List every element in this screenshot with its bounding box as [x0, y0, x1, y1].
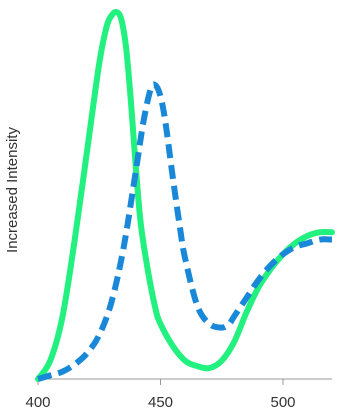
- y-axis-label: Increased Intensity: [4, 127, 21, 253]
- x-axis-ticks: 400 450 500: [25, 379, 296, 411]
- x-tick-label: 400: [25, 394, 50, 411]
- x-tick-label: 500: [270, 394, 295, 411]
- dashed-series-line: [37, 81, 333, 382]
- series-layer: [35, 8, 335, 382]
- x-tick-label: 450: [148, 394, 173, 411]
- solid-series-line: [35, 8, 335, 382]
